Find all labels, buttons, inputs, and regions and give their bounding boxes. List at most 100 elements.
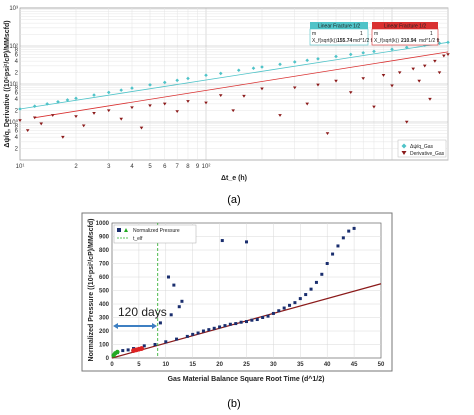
x-tick-label: 15 [189, 362, 196, 368]
data-point-derivative [61, 135, 65, 139]
data-point-normalized-pressure [212, 326, 216, 330]
data-point-derivative [404, 120, 409, 124]
data-point-derivative [348, 91, 353, 95]
data-point-normalized-pressure [282, 306, 286, 310]
data-point-gas [361, 51, 365, 55]
data-point-derivative [119, 117, 123, 121]
data-point-normalized-pressure [201, 329, 205, 333]
data-point-normalized-pressure [298, 297, 302, 301]
data-point-normalized-pressure [245, 240, 248, 244]
legend-diamond-icon [401, 143, 407, 149]
data-point-normalized-pressure [314, 280, 318, 284]
data-point-derivative [130, 106, 134, 110]
data-point-gas [186, 76, 190, 81]
legend-triangle-icon [124, 228, 128, 232]
data-point-gas [251, 66, 256, 71]
data-point-normalized-pressure [277, 309, 281, 313]
x-tick-label: 10 [162, 362, 169, 368]
data-point-gas [348, 52, 353, 57]
data-point-gas [372, 49, 376, 54]
x-tick-label: 35 [297, 362, 304, 368]
data-point-early-red [139, 346, 144, 351]
legend-a-series-1: Δψ/q_Gas [410, 144, 434, 150]
data-point-derivative [204, 101, 208, 105]
data-point-gas [74, 96, 78, 101]
data-point-normalized-pressure [341, 236, 345, 240]
y-tick-label: 6 [15, 90, 19, 96]
x-tick-label: 5 [148, 164, 152, 170]
x-tick-label: 20 [216, 362, 223, 368]
data-point-normalized-pressure [218, 325, 222, 329]
y-tick-label: 300 [99, 316, 110, 322]
chart-b: 0 5 10 15 20 25 30 35 40 45 50 0 100 200 300 400 500 600… [81, 212, 393, 383]
y-tick-label: 2 [15, 71, 19, 77]
y-tick-label: 8 [15, 48, 19, 54]
annot-cyan-m-value: 1 [360, 31, 363, 37]
data-point-gas [45, 102, 49, 106]
data-point-derivative [278, 114, 282, 117]
data-point-derivative [325, 132, 330, 136]
chart-a-grid [19, 8, 449, 161]
data-point-gas [92, 93, 96, 97]
fit-line-red [34, 51, 449, 119]
data-point-gas [446, 40, 450, 45]
chart-a: 10¹ 2 3 4 5 6 7 8 9 10² 10⁰864210¹864210²864210³ … [4, 6, 450, 182]
data-point-gas [65, 98, 70, 102]
y-tick-label: 8 [15, 86, 19, 92]
x-tick-label: 10¹ [16, 164, 25, 170]
x-tick-label: 6 [163, 164, 167, 170]
y-tick-label: 8 [15, 124, 19, 130]
y-tick-label: 100 [99, 343, 110, 349]
y-tick-label: 4 [15, 135, 19, 141]
data-point-normalized-pressure [261, 316, 265, 319]
data-point-derivative [422, 64, 427, 68]
data-point-derivative [92, 112, 96, 115]
data-point-gas [175, 78, 179, 83]
x-tick-label: 10² [202, 164, 211, 170]
data-point-normalized-pressure [293, 301, 297, 305]
data-point-normalized-pressure [196, 331, 200, 335]
data-point-gas [32, 104, 37, 109]
data-point-normalized-pressure [126, 348, 130, 352]
legend-triangle-down-icon [401, 151, 407, 155]
data-point-gas [390, 47, 394, 52]
x-tick-label: 5 [137, 362, 141, 368]
data-point-derivative [162, 102, 167, 106]
data-point-normalized-pressure [304, 293, 308, 297]
fit-line-cyan [19, 41, 449, 110]
data-point-normalized-pressure [250, 318, 254, 322]
annot-red-title: Linear Fracture 1/2 [384, 24, 426, 30]
data-point-gas [437, 41, 442, 46]
data-point-normalized-pressure [309, 287, 313, 291]
annot-red-m-label: m [374, 31, 378, 37]
data-point-normalized-pressure [158, 321, 162, 325]
data-point-gas [130, 86, 134, 90]
data-point-derivative [139, 126, 144, 130]
annot-red-m-value: 1 [430, 31, 433, 37]
data-point-normalized-pressure [288, 303, 292, 307]
data-point-gas [204, 73, 208, 78]
annot-cyan-title: Linear Fracture 1/2 [318, 24, 360, 30]
data-point-normalized-pressure [185, 334, 189, 338]
y-tick-label: 4 [15, 97, 19, 103]
data-point-normalized-pressure [352, 226, 356, 230]
legend-b-series-2: t_elf [133, 236, 143, 242]
y-tick-label: 600 [99, 275, 110, 281]
y-tick-label: 700 [99, 262, 110, 268]
annot-cyan-x-value: 155.74 [337, 38, 353, 44]
data-point-derivative [148, 104, 152, 108]
data-point-gas [316, 57, 320, 61]
y-tick-label: 6 [15, 52, 19, 58]
data-point-derivative [106, 109, 111, 113]
data-point-derivative [442, 54, 446, 58]
y-tick-label: 0 [106, 356, 110, 362]
x-tick-label: 8 [186, 164, 190, 170]
data-point-derivative [428, 97, 432, 101]
annot-red-x-label: X_f(sqrt(k)) [374, 38, 399, 44]
y-tick-label: 2 [15, 147, 19, 153]
data-point-derivative [242, 94, 246, 98]
chart-b-y-axis-label: Normalized Pressure ((10⁶psi²/cP)/MMscfd… [88, 219, 95, 362]
x-tick-label: 40 [324, 362, 331, 368]
